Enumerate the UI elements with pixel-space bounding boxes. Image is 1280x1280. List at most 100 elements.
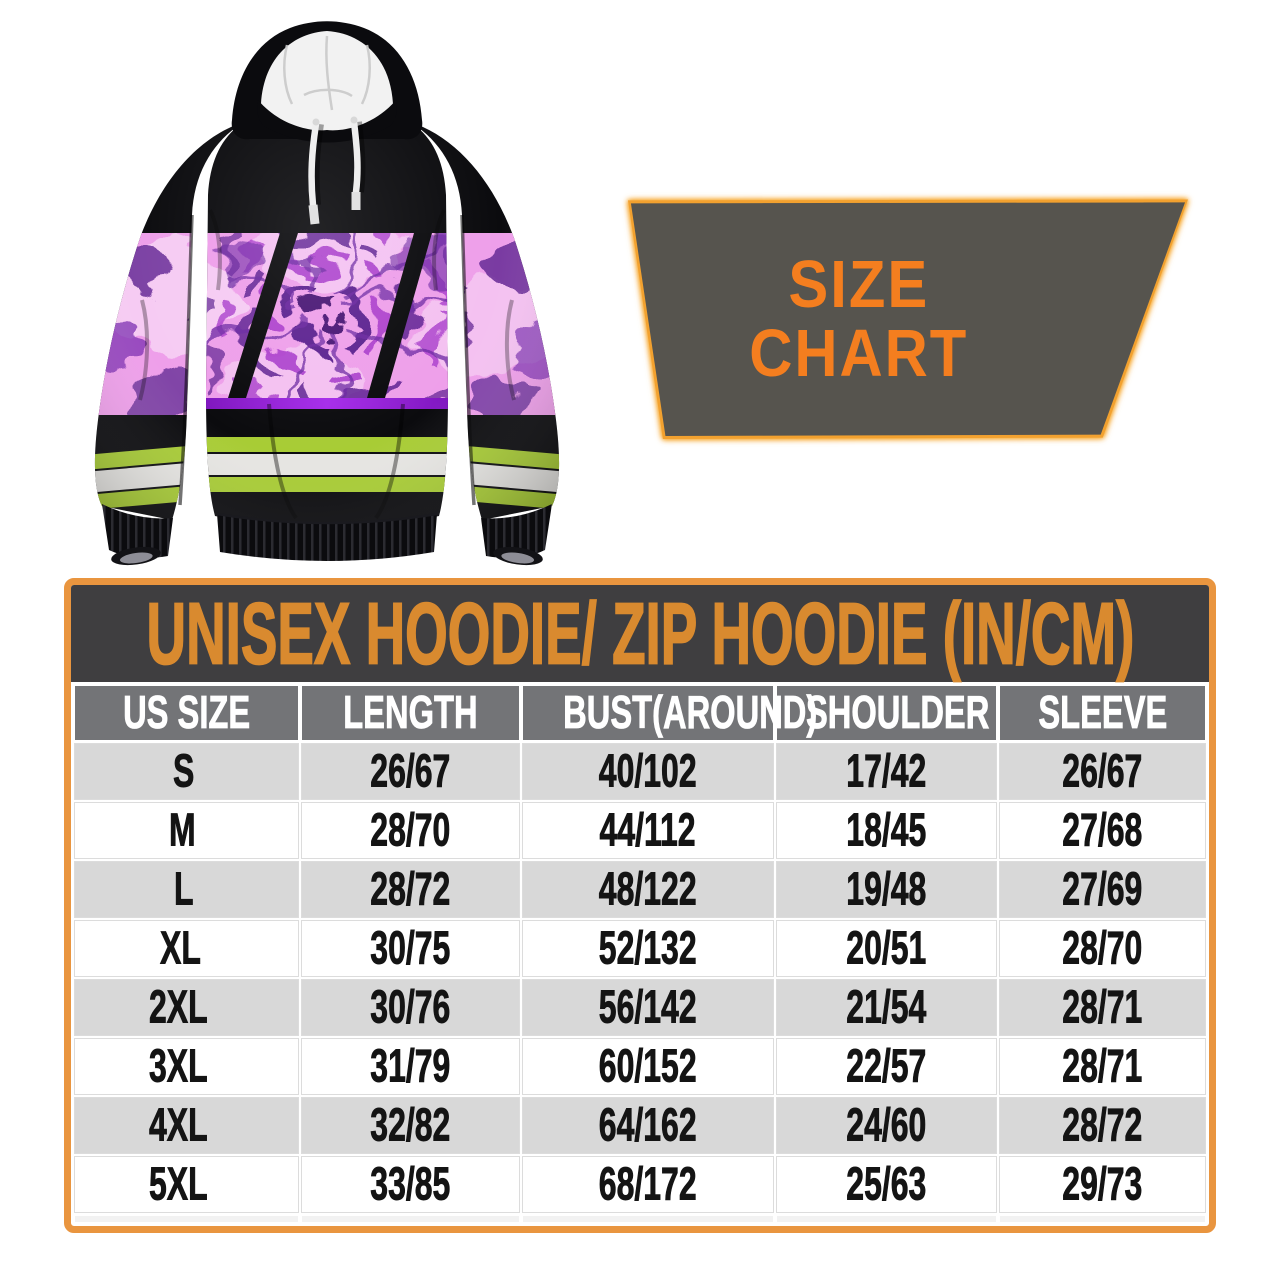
ribbed-hem [216, 512, 438, 561]
cell-shoulder: 18/45 [775, 802, 998, 859]
cell-size: 4XL [74, 1097, 299, 1154]
header-row: US SIZE LENGTH BUST(AROUND) SHOULDER SLE… [75, 686, 1205, 740]
cell-shoulder: 25/63 [775, 1156, 998, 1213]
table-title-bar: UNISEX HOODIE/ ZIP HOODIE (IN/CM) [71, 584, 1209, 683]
cell-value: 20/51 [846, 922, 927, 974]
cell-length: 26/67 [300, 743, 521, 800]
cell-value: 33/85 [370, 1158, 451, 1210]
banner-body: SIZE CHART [630, 202, 1186, 437]
cell-length: 31/79 [300, 1038, 521, 1095]
hoodie-hood [231, 21, 423, 143]
cell-bust: 68/172 [522, 1156, 774, 1213]
cell-value: 31/79 [370, 1040, 451, 1092]
cell-value: 19/48 [846, 863, 927, 915]
column-header-length: LENGTH [301, 686, 520, 740]
table-title: UNISEX HOODIE/ ZIP HOODIE (IN/CM) [146, 584, 1135, 683]
cell-value: 28/70 [1062, 922, 1143, 974]
cell-bust: 48/122 [522, 861, 774, 918]
column-label: US SIZE [122, 686, 251, 739]
cell-shoulder: 22/57 [775, 1038, 998, 1095]
column-label: BUST(AROUND) [563, 686, 818, 739]
cell-size: 5XL [74, 1156, 299, 1213]
cell-bust: 44/112 [522, 802, 774, 859]
cell-value: M [169, 804, 196, 856]
cell-value: 27/69 [1062, 863, 1143, 915]
cell-value: 21/54 [846, 981, 927, 1033]
cell-value: 22/57 [846, 1040, 927, 1092]
cell-value: 28/71 [1062, 1040, 1143, 1092]
cell-value: 44/112 [599, 804, 696, 856]
cell-value: 26/67 [1062, 745, 1143, 797]
cell-sleeve: 29/73 [999, 1156, 1206, 1213]
cell-bust: 40/102 [522, 743, 774, 800]
column-header-us-size: US SIZE [75, 686, 298, 740]
cell-value: 4XL [148, 1099, 208, 1151]
cell-sleeve: 28/72 [999, 1097, 1206, 1154]
table-row-xl: XL 30/75 52/132 20/51 28/70 [74, 920, 1206, 977]
ribbed-cuffs [102, 504, 552, 566]
cell-value: XL [160, 922, 202, 974]
cell-value: 3XL [148, 1040, 208, 1092]
cell-size: 3XL [74, 1038, 299, 1095]
column-label: LENGTH [343, 686, 478, 739]
table-row-s: S 26/67 40/102 17/42 26/67 [74, 743, 1206, 800]
cell-bust: 64/162 [522, 1097, 774, 1154]
cell-value: 28/72 [370, 863, 451, 915]
column-label: SLEEVE [1038, 686, 1168, 739]
cell-size: L [74, 861, 299, 918]
cell-bust: 56/142 [522, 979, 774, 1036]
cell-value: 48/122 [598, 863, 697, 915]
table-row-3xl: 3XL 31/79 60/152 22/57 28/71 [74, 1038, 1206, 1095]
table-row-l: L 28/72 48/122 19/48 27/69 [74, 861, 1206, 918]
table-row-5xl: 5XL 33/85 68/172 25/63 29/73 [74, 1156, 1206, 1213]
column-label: SHOULDER [805, 686, 989, 739]
cell-value: 30/75 [370, 922, 451, 974]
column-header-sleeve: SLEEVE [1000, 686, 1205, 740]
cell-length: 30/75 [300, 920, 521, 977]
cell-size: M [74, 802, 299, 859]
cell-value: 32/82 [370, 1099, 451, 1151]
hood-drawstrings [308, 116, 366, 225]
cell-length: 32/82 [300, 1097, 521, 1154]
cell-size: S [74, 743, 299, 800]
size-chart-table: UNISEX HOODIE/ ZIP HOODIE (IN/CM) US SIZ… [64, 578, 1216, 1233]
cell-value: 30/76 [370, 981, 451, 1033]
cell-length: 28/72 [300, 861, 521, 918]
cell-value: 5XL [148, 1158, 208, 1210]
table-row-4xl: 4XL 32/82 64/162 24/60 28/72 [74, 1097, 1206, 1154]
cell-sleeve: 27/68 [999, 802, 1206, 859]
cell-sleeve: 28/70 [999, 920, 1206, 977]
banner-line-1: SIZE [788, 246, 929, 322]
column-header-shoulder: SHOULDER [776, 686, 996, 740]
cell-sleeve: 27/69 [999, 861, 1206, 918]
cell-value: 60/152 [598, 1040, 697, 1092]
table-spacer-row [75, 1216, 1205, 1222]
hood-lining [261, 31, 393, 134]
cell-value: 68/172 [598, 1158, 697, 1210]
cell-value: 28/72 [1062, 1099, 1143, 1151]
cell-value: 24/60 [846, 1099, 927, 1151]
cell-value: 25/63 [846, 1158, 927, 1210]
column-header-bust: BUST(AROUND) [523, 686, 818, 740]
size-chart-banner: SIZE CHART [620, 198, 1192, 440]
cell-shoulder: 17/42 [775, 743, 998, 800]
banner-line-2: CHART [748, 315, 968, 391]
cell-shoulder: 21/54 [775, 979, 998, 1036]
cell-value: 56/142 [598, 981, 697, 1033]
cell-value: 64/162 [598, 1099, 697, 1151]
cell-value: 2XL [148, 981, 208, 1033]
cell-bust: 60/152 [522, 1038, 774, 1095]
cell-value: S [172, 745, 195, 797]
cell-value: 27/68 [1062, 804, 1143, 856]
cell-sleeve: 28/71 [999, 1038, 1206, 1095]
cell-value: 29/73 [1062, 1158, 1143, 1210]
cell-length: 33/85 [300, 1156, 521, 1213]
cell-length: 28/70 [300, 802, 521, 859]
cell-value: 28/70 [370, 804, 451, 856]
table-row-m: M 28/70 44/112 18/45 27/68 [74, 802, 1206, 859]
cell-value: 28/71 [1062, 981, 1143, 1033]
cell-value: L [173, 863, 194, 915]
cell-shoulder: 24/60 [775, 1097, 998, 1154]
cell-value: 18/45 [846, 804, 927, 856]
